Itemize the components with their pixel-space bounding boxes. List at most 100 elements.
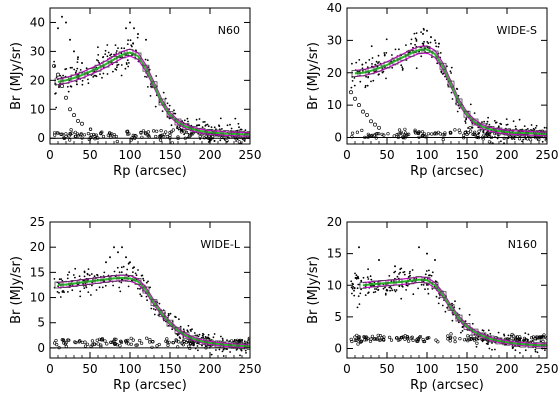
background-point bbox=[189, 342, 193, 346]
data-point bbox=[487, 116, 489, 119]
background-point bbox=[114, 134, 118, 139]
data-point bbox=[353, 289, 355, 292]
data-point bbox=[356, 287, 359, 290]
background-point bbox=[112, 133, 116, 137]
data-point bbox=[244, 349, 247, 352]
background-point bbox=[399, 130, 403, 134]
background-point bbox=[94, 133, 98, 137]
data-point bbox=[431, 271, 434, 274]
data-point bbox=[439, 52, 442, 54]
data-point bbox=[87, 82, 90, 85]
fit-profile-line bbox=[57, 276, 250, 348]
data-point bbox=[175, 127, 178, 129]
data-point bbox=[514, 125, 517, 128]
data-point bbox=[370, 80, 372, 83]
data-point bbox=[481, 121, 483, 123]
background-point bbox=[169, 130, 174, 134]
background-point bbox=[176, 136, 180, 140]
data-point bbox=[531, 339, 534, 342]
data-point bbox=[58, 291, 60, 294]
data-point bbox=[352, 285, 354, 288]
data-point bbox=[451, 319, 454, 322]
x-tick-label: 250 bbox=[536, 362, 559, 376]
x-tick-label: 150 bbox=[456, 362, 479, 376]
data-point bbox=[63, 291, 65, 294]
x-tick-label: 50 bbox=[379, 148, 394, 162]
data-point bbox=[371, 57, 374, 59]
background-point bbox=[417, 135, 421, 139]
profile-marker bbox=[495, 337, 503, 345]
data-point bbox=[524, 332, 527, 334]
background-point bbox=[220, 135, 224, 140]
x-tick-label: 50 bbox=[82, 148, 97, 162]
background-point bbox=[396, 135, 400, 139]
background-point bbox=[355, 130, 360, 134]
data-point bbox=[239, 354, 241, 357]
background-point bbox=[66, 338, 70, 342]
background-point bbox=[154, 134, 158, 139]
data-point bbox=[467, 127, 469, 129]
background-point bbox=[140, 135, 144, 139]
background-point bbox=[350, 339, 354, 344]
profile-marker bbox=[503, 128, 511, 136]
y-axis-title: Br (MJy/sr) bbox=[306, 42, 321, 110]
background-point bbox=[458, 337, 462, 341]
data-point bbox=[468, 313, 471, 316]
background-point bbox=[78, 339, 82, 343]
data-point bbox=[450, 66, 453, 69]
background-point bbox=[247, 338, 250, 342]
panel-label: WIDE-L bbox=[200, 238, 241, 251]
background-point bbox=[413, 128, 417, 132]
background-point bbox=[403, 334, 407, 338]
background-point bbox=[160, 133, 164, 137]
data-point bbox=[362, 70, 364, 72]
data-point bbox=[539, 340, 542, 343]
data-point bbox=[238, 126, 240, 129]
background-point bbox=[469, 129, 473, 133]
data-point bbox=[76, 58, 79, 60]
background-point bbox=[434, 338, 438, 342]
background-point bbox=[544, 138, 547, 142]
y-axis-title: Br (MJy/sr) bbox=[306, 256, 321, 324]
background-point bbox=[230, 339, 234, 343]
data-point bbox=[391, 54, 393, 56]
profile-marker bbox=[166, 111, 174, 118]
background-point bbox=[99, 132, 103, 136]
background-point bbox=[535, 335, 540, 339]
background-point bbox=[131, 338, 135, 342]
data-point bbox=[87, 268, 90, 270]
background-point bbox=[155, 344, 159, 348]
data-point bbox=[145, 295, 148, 298]
background-point bbox=[457, 128, 461, 132]
data-point bbox=[118, 271, 121, 274]
background-point bbox=[517, 137, 522, 141]
background-point bbox=[468, 125, 472, 130]
background-point bbox=[511, 334, 516, 338]
profile-marker bbox=[118, 51, 126, 59]
background-point bbox=[111, 340, 115, 344]
background-point bbox=[510, 332, 514, 337]
background-point bbox=[109, 340, 113, 345]
data-point bbox=[163, 319, 165, 322]
data-layer bbox=[349, 246, 547, 354]
data-point bbox=[530, 124, 533, 126]
background-point bbox=[417, 131, 421, 135]
data-point bbox=[364, 294, 367, 296]
background-point bbox=[363, 135, 367, 139]
background-point bbox=[130, 136, 134, 140]
profile-marker bbox=[503, 338, 511, 346]
data-point bbox=[123, 47, 126, 50]
data-point bbox=[95, 75, 98, 78]
data-point bbox=[177, 128, 180, 131]
profile-marker bbox=[535, 341, 543, 349]
background-point bbox=[167, 340, 171, 344]
data-point bbox=[207, 141, 210, 143]
data-point bbox=[410, 38, 413, 41]
background-point bbox=[453, 340, 457, 344]
profile-marker bbox=[387, 279, 395, 287]
profile-marker bbox=[94, 64, 102, 72]
data-point bbox=[213, 333, 216, 335]
profile-marker bbox=[190, 335, 198, 343]
profile-marker bbox=[54, 281, 62, 289]
profile-marker bbox=[86, 277, 94, 285]
